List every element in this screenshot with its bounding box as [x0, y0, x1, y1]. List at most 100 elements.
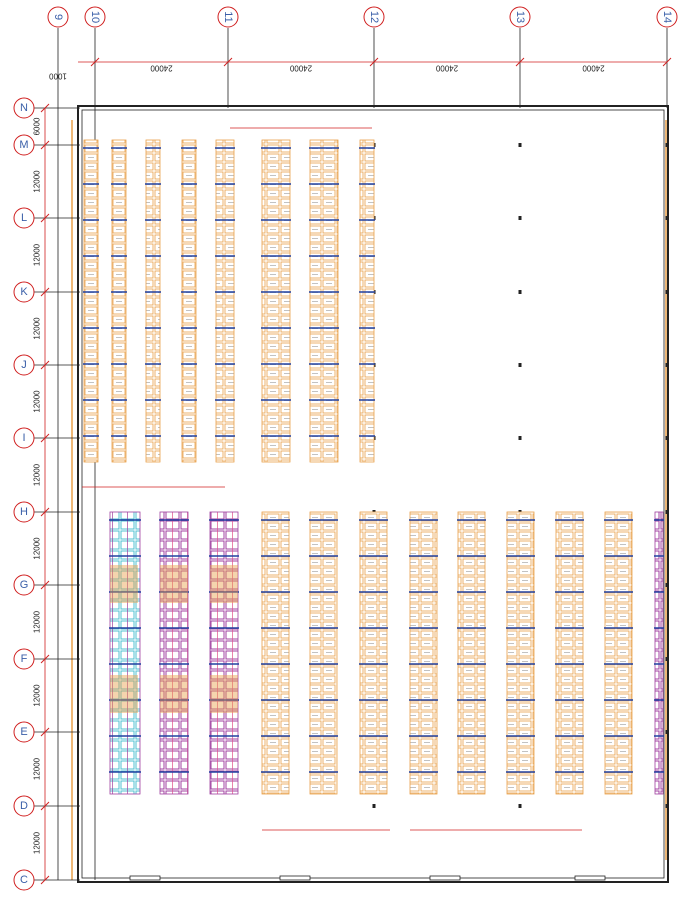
dimension-tick — [40, 140, 50, 150]
rack — [309, 511, 338, 795]
grid-bubble — [13, 574, 35, 596]
grid-label: 10 — [89, 11, 101, 23]
dimension-tick — [40, 727, 50, 737]
rack — [261, 139, 291, 463]
column-marker — [518, 804, 522, 808]
dimension-tick — [40, 433, 50, 443]
pallet-zone — [160, 675, 188, 713]
grid-bubble — [656, 6, 678, 28]
grid-bubble — [13, 97, 35, 119]
rack — [654, 511, 664, 795]
dimension-label: 24000 — [582, 64, 605, 73]
column-marker — [518, 143, 522, 147]
dimension-tick — [40, 103, 50, 113]
column-marker — [665, 216, 669, 220]
dimension-tick — [515, 57, 525, 67]
grid-bubble — [13, 648, 35, 670]
grid-label: F — [21, 653, 28, 665]
column-marker — [665, 657, 669, 661]
grid-bubble — [13, 501, 35, 523]
grid-label: I — [22, 432, 25, 444]
grid-label: 12 — [368, 11, 380, 23]
grid-bubble — [13, 354, 35, 376]
grid-bubble — [13, 721, 35, 743]
rack — [83, 139, 99, 463]
column-marker — [518, 216, 522, 220]
dimension-label: 12000 — [33, 610, 42, 633]
grid-label: D — [20, 800, 28, 812]
rack — [604, 511, 633, 795]
column-marker — [665, 730, 669, 734]
rack — [409, 511, 438, 795]
building-outline — [77, 105, 669, 883]
grid-bubble — [13, 427, 35, 449]
dimension-tick — [40, 580, 50, 590]
rack — [215, 139, 235, 463]
grid-bubble — [13, 134, 35, 156]
grid-bubble — [13, 869, 35, 891]
dimension-label: 6000 — [33, 117, 42, 135]
rack — [261, 511, 290, 795]
dimension-tick — [40, 801, 50, 811]
pallet-zone — [210, 675, 238, 713]
dimension-label: 12000 — [33, 170, 42, 193]
dimension-label: 12000 — [33, 757, 42, 780]
dock-door — [129, 875, 161, 881]
dimension-tick — [40, 654, 50, 664]
rack — [457, 511, 486, 795]
rack — [181, 139, 197, 463]
grid-label: 9 — [52, 14, 64, 20]
grid-label: 11 — [222, 11, 234, 22]
dock-door — [574, 875, 606, 881]
dock-door — [279, 875, 311, 881]
grid-label: L — [21, 212, 27, 224]
dimension-label: 12000 — [33, 684, 42, 707]
pallet-zone — [110, 675, 138, 713]
rack — [145, 139, 161, 463]
grid-bubble — [47, 6, 69, 28]
dimension-label: 24000 — [150, 64, 173, 73]
grid-label: H — [20, 506, 28, 518]
column-marker — [372, 804, 376, 808]
dimension-tick — [369, 57, 379, 67]
dimension-tick — [40, 360, 50, 370]
dimension-label: 12000 — [33, 243, 42, 266]
grid-label: 13 — [514, 11, 526, 23]
grid-label: E — [20, 726, 27, 738]
grid-label: 14 — [661, 11, 673, 23]
rack — [309, 139, 339, 463]
dimension-tick — [90, 57, 100, 67]
rack — [159, 511, 189, 795]
pallet-zone — [210, 565, 238, 603]
grid-bubble — [13, 207, 35, 229]
grid-label: M — [19, 139, 28, 151]
dimension-label: 12000 — [33, 537, 42, 560]
column-marker — [518, 363, 522, 367]
grid-label: J — [21, 359, 27, 371]
grid-label: K — [20, 286, 28, 298]
grid-bubble — [13, 795, 35, 817]
dimension-tick — [40, 287, 50, 297]
building-inner-wall — [81, 109, 665, 879]
rack — [359, 511, 388, 795]
dimension-tick — [40, 213, 50, 223]
rack — [109, 511, 141, 795]
rack — [506, 511, 535, 795]
rack — [359, 139, 375, 463]
column-marker — [665, 436, 669, 440]
grid-bubble — [217, 6, 239, 28]
column-marker — [665, 363, 669, 367]
column-marker — [665, 804, 669, 808]
dimension-tick — [223, 57, 233, 67]
rack — [209, 511, 239, 795]
dock-door — [429, 875, 461, 881]
dimension-label: 12000 — [33, 317, 42, 340]
pallet-zone — [110, 565, 138, 603]
grid-bubble — [363, 6, 385, 28]
grid-label: N — [20, 102, 28, 114]
dimension-label: 12000 — [33, 390, 42, 413]
column-marker — [665, 510, 669, 514]
column-marker — [665, 290, 669, 294]
